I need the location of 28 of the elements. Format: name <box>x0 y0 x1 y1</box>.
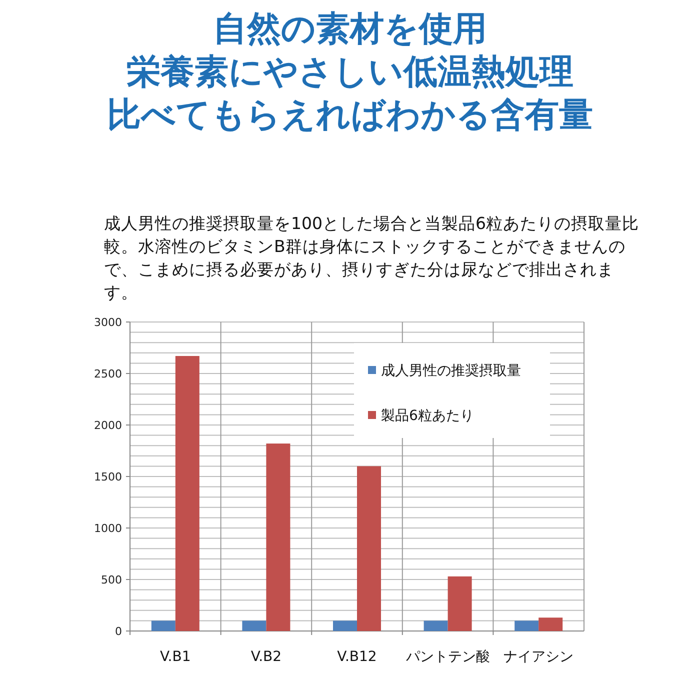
legend-label: 成人男性の推奨摂取量 <box>381 363 521 379</box>
bar <box>333 620 357 631</box>
bar <box>266 444 290 631</box>
x-tick-label: V.B1 <box>160 649 191 665</box>
bar <box>424 620 448 631</box>
bar <box>448 576 472 631</box>
y-tick-label: 500 <box>101 574 122 586</box>
x-tick-label: V.B12 <box>337 649 377 665</box>
x-tick-label: ナイアシン <box>504 649 574 665</box>
text: 比べてもらえればわかる含有量 <box>106 94 594 137</box>
text: 成人男性の推奨摂取量を100とした場合と当製品6粒あたりの摂取量比較。水溶性のビタミンB群は身体にストックすることができませんので、こまめに摂る必要があり、摂りすぎた分は尿などで排出されます。 <box>104 213 640 304</box>
chart-title: 自然の素材を使用 <box>212 8 488 51</box>
chart-subtitle: 栄養素にやさしい低温熱処理 <box>126 51 574 94</box>
bar <box>514 620 539 631</box>
y-tick-label: 1000 <box>94 522 122 535</box>
bar <box>151 620 176 631</box>
y-tick-label: 0 <box>115 625 122 638</box>
y-tick-label: 1500 <box>94 470 122 484</box>
legend-label: 製品6粒あたり <box>381 408 474 424</box>
bar <box>538 618 563 631</box>
bar <box>175 356 200 631</box>
bar <box>242 620 266 631</box>
y-tick-label: 2000 <box>94 419 122 432</box>
y-tick-label: 3000 <box>94 316 122 329</box>
x-tick-label: V.B2 <box>250 649 282 665</box>
y-tick-label: 2500 <box>94 368 122 380</box>
bar <box>357 466 381 631</box>
x-tick-label: パントテン酸 <box>404 649 490 665</box>
